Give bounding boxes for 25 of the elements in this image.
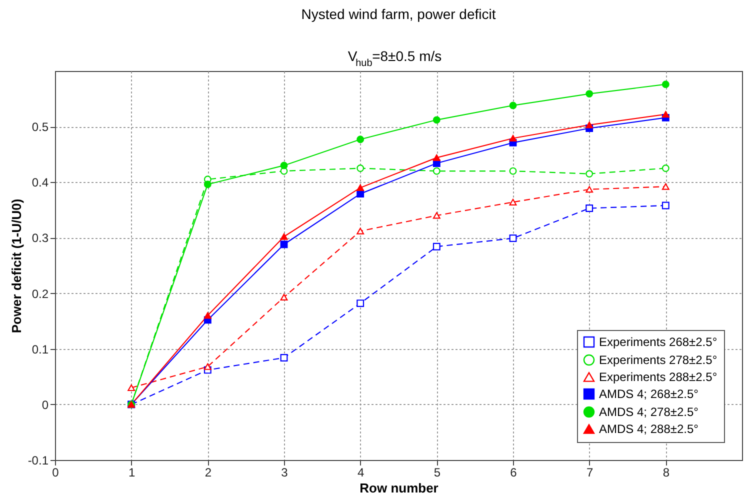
x-tick-label: 3 bbox=[281, 466, 288, 480]
x-axis-title: Row number bbox=[360, 480, 438, 496]
legend-label: Experiments 288±2.5° bbox=[599, 370, 718, 384]
y-tick-label: 0.4 bbox=[32, 176, 49, 190]
x-tick-label: 1 bbox=[128, 466, 136, 480]
y-tick-label: 0.2 bbox=[32, 286, 49, 301]
x-tick-label: 8 bbox=[662, 466, 670, 480]
legend-label: AMDS 4; 268±2.5° bbox=[599, 387, 699, 401]
x-tick-label: 6 bbox=[510, 466, 518, 480]
legend-label: Experiments 278±2.5° bbox=[599, 353, 718, 367]
y-tick-label: -0.1 bbox=[28, 454, 49, 468]
legend-label: Experiments 268±2.5° bbox=[599, 335, 718, 349]
y-axis-title: Power deficit (1-U/U0) bbox=[8, 198, 24, 334]
y-tick-label: 0.5 bbox=[32, 120, 49, 134]
x-tick-label: 2 bbox=[204, 466, 212, 480]
y-tick-label: 0.3 bbox=[32, 231, 49, 246]
legend-label: AMDS 4; 278±2.5° bbox=[599, 405, 699, 419]
x-tick-label: 4 bbox=[357, 466, 364, 480]
y-tick-label: 0.1 bbox=[32, 342, 49, 356]
x-tick-label: 0 bbox=[52, 466, 60, 480]
x-tick-label: 7 bbox=[586, 466, 594, 480]
y-tick-label: 0 bbox=[42, 398, 49, 412]
chart-title: Nysted wind farm, power deficit bbox=[301, 6, 496, 22]
legend-label: AMDS 4; 288±2.5° bbox=[599, 422, 699, 436]
x-tick-label: 5 bbox=[434, 466, 441, 480]
